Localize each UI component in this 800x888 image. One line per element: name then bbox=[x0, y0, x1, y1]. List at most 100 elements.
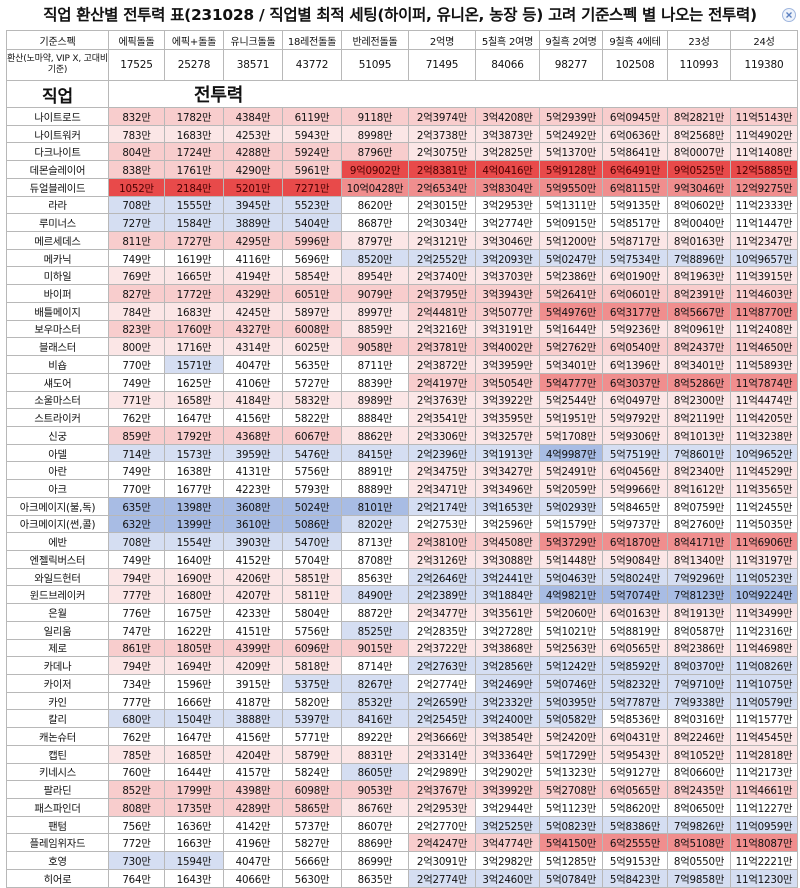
power-cell: 11억4545만 bbox=[730, 727, 798, 746]
power-cell: 8922만 bbox=[341, 727, 409, 746]
power-cell: 1772만 bbox=[164, 284, 224, 303]
spec-col-header: 18레전돌돌 bbox=[282, 30, 342, 50]
base-stat-value: 84066 bbox=[475, 49, 540, 81]
power-cell: 11억1075만 bbox=[730, 674, 798, 693]
job-name: 호영 bbox=[6, 851, 109, 870]
power-cell: 11억0826만 bbox=[730, 656, 798, 675]
power-cell: 4억9821만 bbox=[539, 585, 603, 605]
table-row: 캐논슈터 762만 1647만 4156만 5771만 8922만 2억3666만 3억385… bbox=[6, 727, 798, 746]
power-cell: 5630만 bbox=[282, 868, 342, 888]
power-cell: 8869만 bbox=[341, 833, 409, 853]
power-cell: 4209만 bbox=[223, 656, 283, 675]
power-cell: 4206만 bbox=[223, 567, 283, 587]
table-row: 메카닉 749만 1619만 4116만 5696만 8520만 2억2552만 3억2093… bbox=[6, 248, 798, 268]
table-row: 카인 777만 1666만 4187만 5820만 8532만 2억2659만 3억2332만… bbox=[6, 691, 798, 711]
power-cell: 4398만 bbox=[223, 780, 283, 800]
power-cell: 11억4603만 bbox=[730, 284, 798, 303]
page-title: 직업 환산별 전투력 표(231028 / 직업별 최적 세팅(하이퍼, 유니온… bbox=[43, 6, 757, 24]
power-cell: 7271만 bbox=[282, 177, 342, 197]
power-table: 기준스펙 에픽돌돌 에픽+돌돌 유니크돌돌 18레전돌돌 반레전돌돌 2억명 5… bbox=[6, 30, 798, 888]
power-cell: 1735만 bbox=[164, 798, 224, 817]
table-row: 와일드헌터 794만 1690만 4206만 5851만 8563만 2억2646만 3억24… bbox=[6, 567, 798, 587]
power-cell: 8억2821만 bbox=[667, 107, 731, 126]
power-cell: 1573만 bbox=[164, 443, 224, 463]
power-cell: 5820만 bbox=[282, 691, 342, 711]
power-cell: 9억0525만 bbox=[667, 160, 731, 179]
power-cell: 2억4247만 bbox=[408, 833, 476, 853]
power-cell: 8억1612만 bbox=[667, 479, 731, 498]
table-row: 팔라딘 852만 1799만 4398만 6098만 9053만 2억3767만 3억3992… bbox=[6, 780, 798, 800]
power-header: 전투력 bbox=[108, 80, 798, 108]
power-cell: 3억3854만 bbox=[475, 727, 540, 746]
job-name: 소울마스터 bbox=[6, 390, 109, 410]
power-cell: 2억3666만 bbox=[408, 727, 476, 746]
power-cell: 6억0431만 bbox=[602, 727, 668, 746]
power-cell: 8억3401만 bbox=[667, 355, 731, 374]
power-cell: 5억8717만 bbox=[602, 231, 668, 250]
power-cell: 2억3740만 bbox=[408, 266, 476, 286]
job-rows: 나이트로드 832만 1782만 4384만 6119만 9118만 2억3974만 3억42… bbox=[6, 107, 798, 888]
power-cell: 8억2340만 bbox=[667, 461, 731, 481]
power-cell: 5억8517만 bbox=[602, 213, 668, 233]
power-cell: 5억9966만 bbox=[602, 479, 668, 498]
power-cell: 4288만 bbox=[223, 142, 283, 162]
power-cell: 823만 bbox=[108, 319, 165, 339]
power-cell: 4204만 bbox=[223, 744, 283, 764]
table-row: 아델 714만 1573만 3959만 5476만 8415만 2억2396만 3억1913만… bbox=[6, 443, 798, 463]
power-cell: 5억9236만 bbox=[602, 319, 668, 339]
close-icon[interactable] bbox=[782, 8, 796, 22]
power-cell: 3억4774만 bbox=[475, 833, 540, 853]
power-cell: 5억0293만 bbox=[539, 496, 603, 516]
power-cell: 4207만 bbox=[223, 585, 283, 605]
power-cell: 11억4650만 bbox=[730, 337, 798, 357]
power-cell: 1625만 bbox=[164, 372, 224, 392]
base-stat-label: 환산(노마약, VIP X, 고대비 기준) bbox=[6, 49, 109, 81]
power-cell: 2억3810만 bbox=[408, 532, 476, 551]
power-cell: 1677만 bbox=[164, 479, 224, 498]
power-cell: 6억0601만 bbox=[602, 284, 668, 303]
job-name: 나이트로드 bbox=[6, 107, 109, 126]
power-cell: 762만 bbox=[108, 408, 165, 427]
power-cell: 8989만 bbox=[341, 390, 409, 410]
spec-col-header: 23성 bbox=[667, 30, 731, 50]
power-cell: 5억2708만 bbox=[539, 780, 603, 800]
table-row: 미하일 769만 1665만 4194만 5854만 8954만 2억3740만 3억3703… bbox=[6, 266, 798, 286]
power-cell: 762만 bbox=[108, 727, 165, 746]
power-cell: 7억8896만 bbox=[667, 248, 731, 268]
power-cell: 808만 bbox=[108, 798, 165, 817]
power-cell: 3억3364만 bbox=[475, 744, 540, 764]
power-cell: 5827만 bbox=[282, 833, 342, 853]
power-cell: 1680만 bbox=[164, 585, 224, 605]
power-cell: 11억2221만 bbox=[730, 851, 798, 870]
power-cell: 2억3974만 bbox=[408, 107, 476, 126]
job-name: 제로 bbox=[6, 638, 109, 658]
power-cell: 10억9652만 bbox=[730, 443, 798, 463]
job-name: 카인 bbox=[6, 691, 109, 711]
power-cell: 11억7874만 bbox=[730, 372, 798, 392]
power-cell: 2억2389만 bbox=[408, 585, 476, 605]
power-cell: 3억2982만 bbox=[475, 851, 540, 870]
power-cell: 3억2093만 bbox=[475, 248, 540, 268]
power-cell: 5억8024만 bbox=[602, 567, 668, 587]
power-cell: 2억8381만 bbox=[408, 160, 476, 179]
power-cell: 3610만 bbox=[223, 514, 283, 534]
power-cell: 859만 bbox=[108, 425, 165, 445]
power-cell: 5억2060만 bbox=[539, 603, 603, 622]
power-cell: 8889만 bbox=[341, 479, 409, 498]
power-cell: 8억5286만 bbox=[667, 372, 731, 392]
power-cell: 5억8592만 bbox=[602, 656, 668, 675]
power-cell: 6067만 bbox=[282, 425, 342, 445]
job-name: 보우마스터 bbox=[6, 319, 109, 339]
power-cell: 5879만 bbox=[282, 744, 342, 764]
power-cell: 769만 bbox=[108, 266, 165, 286]
power-cell: 7억8123만 bbox=[667, 585, 731, 605]
power-cell: 4327만 bbox=[223, 319, 283, 339]
power-cell: 1683만 bbox=[164, 124, 224, 144]
table-row: 다크나이트 804만 1724만 4288만 5924만 8796만 2억3075만 3억28… bbox=[6, 142, 798, 162]
job-name: 은월 bbox=[6, 603, 109, 622]
job-name: 윈드브레이커 bbox=[6, 585, 109, 605]
power-cell: 5억1200만 bbox=[539, 231, 603, 250]
power-cell: 2억6534만 bbox=[408, 177, 476, 197]
base-stat-value: 38571 bbox=[223, 49, 283, 81]
power-cell: 785만 bbox=[108, 744, 165, 764]
